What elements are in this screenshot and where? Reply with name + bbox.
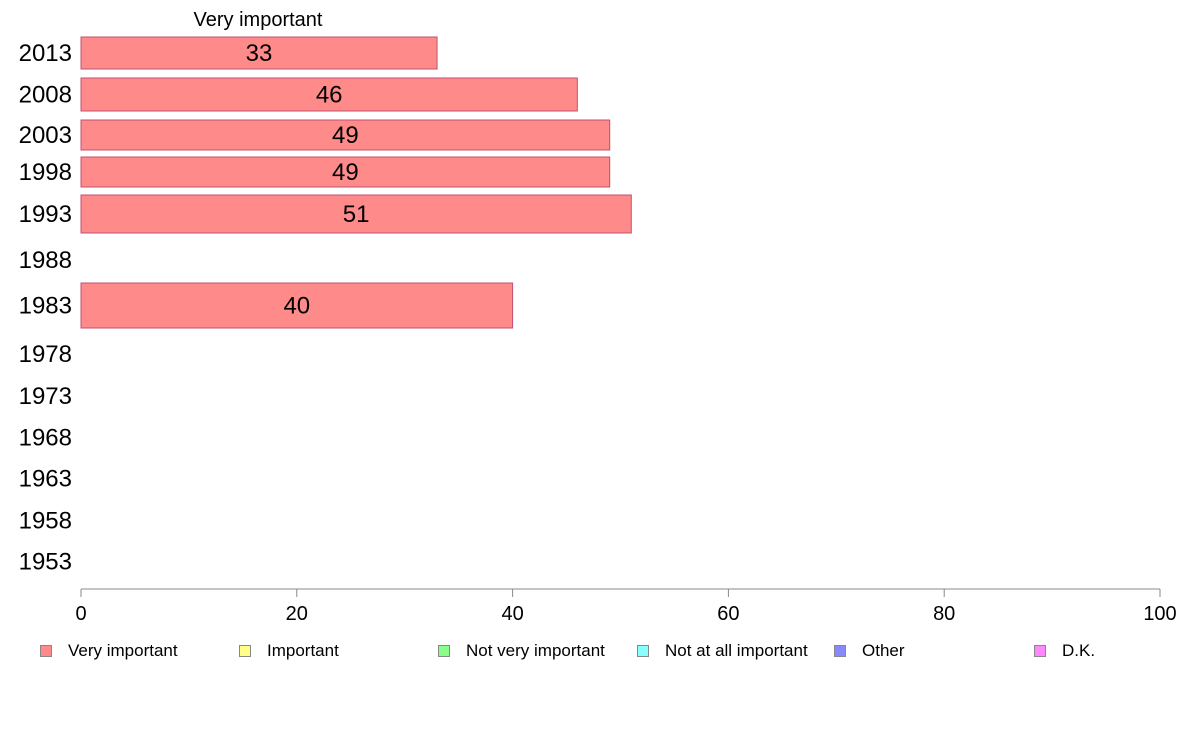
y-tick-label: 1993: [19, 201, 72, 228]
legend-swatch: [239, 645, 251, 657]
bar: [80, 119, 611, 151]
legend-label: Important: [267, 641, 339, 660]
y-tick-label: 1968: [19, 425, 72, 452]
y-tick-label: 1978: [19, 341, 72, 368]
legend-label: Other: [862, 641, 905, 660]
y-tick-label: 1973: [19, 383, 72, 410]
data-label: 49: [332, 122, 359, 149]
y-tick-label: 2003: [19, 122, 72, 149]
y-tick-label: 1983: [19, 293, 72, 320]
y-tick-label: 1963: [19, 466, 72, 493]
legend-item: D.K.: [1034, 641, 1095, 661]
x-tick-label: 0: [75, 603, 86, 625]
x-tick-label: 80: [933, 603, 955, 625]
y-tick-label: 1958: [19, 508, 72, 535]
x-tick-label: 40: [501, 603, 523, 625]
legend-label: Very important: [68, 641, 178, 660]
legend-swatch: [637, 645, 649, 657]
bar: [80, 156, 611, 188]
x-tick-label: 100: [1143, 603, 1176, 625]
y-tick-label: 2008: [19, 82, 72, 109]
legend-label: Not at all important: [665, 641, 808, 660]
legend-swatch: [1034, 645, 1046, 657]
legend-label: D.K.: [1062, 641, 1096, 660]
legend-item: Not very important: [438, 641, 605, 661]
bar: [80, 77, 578, 112]
data-label: 51: [343, 201, 370, 228]
bar: [80, 36, 438, 70]
y-tick-label: 1953: [19, 549, 72, 576]
bar: [80, 282, 514, 329]
bar: [80, 194, 632, 234]
x-axis: 0 20 40 60 80 100: [75, 588, 1177, 625]
x-tick-label: 60: [717, 603, 739, 625]
legend: Very important Important Not very importan…: [0, 641, 1188, 665]
legend-swatch: [438, 645, 450, 657]
y-tick-label: 1988: [19, 247, 72, 274]
legend-item: Not at all important: [637, 641, 808, 661]
data-label: 40: [283, 293, 310, 320]
legend-swatch: [834, 645, 846, 657]
y-tick-label: 2013: [19, 40, 72, 67]
y-tick-label: 1998: [19, 159, 72, 186]
legend-item: Important: [239, 641, 339, 661]
data-label: 33: [246, 40, 273, 67]
data-label: 46: [316, 82, 343, 109]
data-label: 49: [332, 159, 359, 186]
legend-item: Very important: [40, 641, 178, 661]
legend-label: Not very important: [466, 641, 605, 660]
series-label: Very important: [194, 9, 323, 31]
chart-rows: 2013 33 2008 46 2003 49 1998 49 1993 51 1988 1983 40…: [19, 36, 632, 576]
x-tick-label: 20: [286, 603, 308, 625]
legend-item: Other: [834, 641, 905, 661]
legend-swatch: [40, 645, 52, 657]
